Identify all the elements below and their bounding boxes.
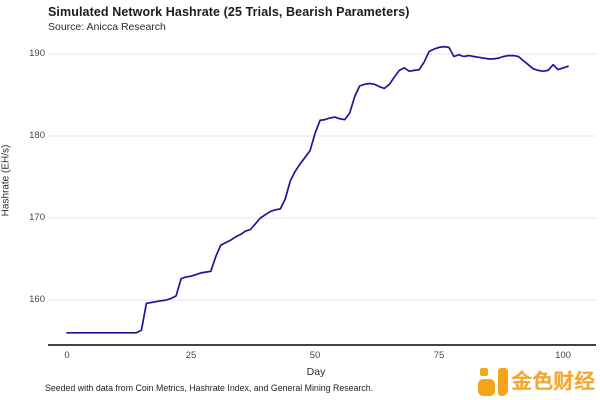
x-tick-label-50: 50 bbox=[309, 350, 321, 361]
x-tick-label-0: 0 bbox=[64, 350, 70, 361]
logo-square-big bbox=[478, 379, 495, 396]
x-tick-label-25: 25 bbox=[185, 350, 197, 361]
y-tick-label-160: 160 bbox=[29, 294, 45, 305]
x-tick-label-75: 75 bbox=[433, 350, 445, 361]
y-tick-label-190: 190 bbox=[29, 48, 45, 59]
chart-title: Simulated Network Hashrate (25 Trials, B… bbox=[48, 5, 410, 19]
x-axis-title: Day bbox=[306, 366, 326, 378]
watermark: 金色财经 bbox=[478, 365, 596, 397]
x-tick-label-100: 100 bbox=[555, 350, 571, 361]
y-tick-label-170: 170 bbox=[29, 212, 45, 223]
jinse-finance-logo-icon bbox=[478, 365, 508, 397]
hashrate-line bbox=[66, 45, 569, 334]
chart-subtitle: Source: Anicca Research bbox=[48, 21, 166, 33]
y-tick-label-180: 180 bbox=[29, 130, 45, 141]
data-source-footnote: Seeded with data from Coin Metrics, Hash… bbox=[45, 383, 374, 393]
logo-bar bbox=[498, 368, 508, 396]
logo-square-small bbox=[480, 368, 488, 376]
watermark-text: 金色财经 bbox=[512, 369, 596, 393]
